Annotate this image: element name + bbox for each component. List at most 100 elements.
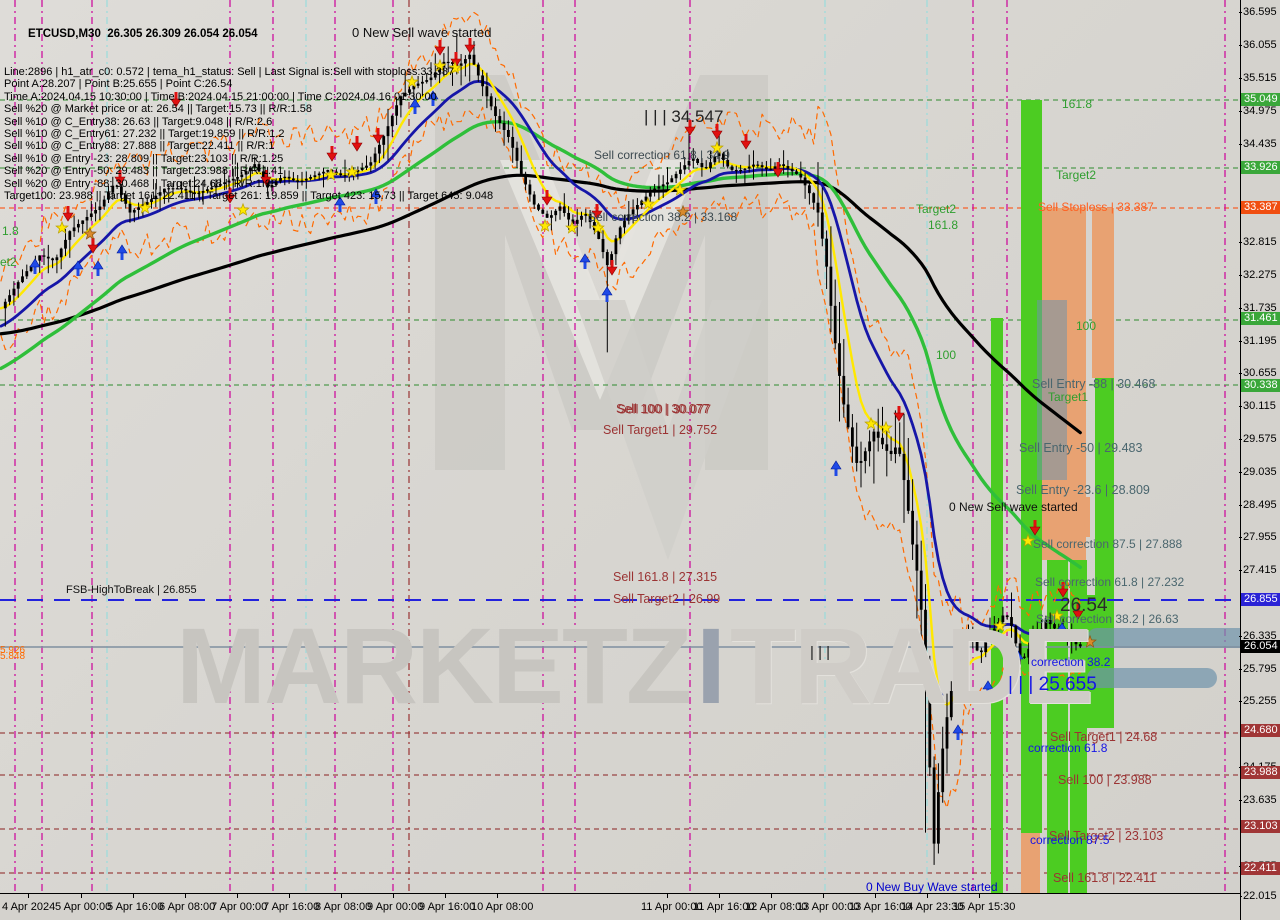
price-badge-23.988: 23.988 <box>1241 766 1280 779</box>
chart-canvas[interactable] <box>0 0 1240 893</box>
annotation-correction-61-8: correction 61.8 <box>1028 741 1108 755</box>
annotation-sell-correction-38-2-33-168: Sell correction 38.2 | 33.168 <box>588 210 738 224</box>
annotation-0-new-sell-wave-started: 0 New Sell wave started <box>949 500 1078 514</box>
annotation-correction-87-5: correction 87.5 <box>1030 833 1110 847</box>
annotation-: | | | <box>810 644 831 661</box>
annotation-target1: Target1 <box>1048 390 1089 404</box>
time-tick-mark <box>341 894 342 898</box>
price-chart[interactable]: MARKETZITRADE 0 New Sell wave started | |… <box>0 0 1240 893</box>
time-tick: 5 Apr 00:00 <box>55 901 112 913</box>
info-line-10: Sell %20 @ Entry -88: 30.468 || Target:2… <box>4 177 278 190</box>
info-line-4: Sell %20 @ Market price or at: 26.54 || … <box>4 103 312 116</box>
annotation-sell-entry-23-6-28-809: Sell Entry -23.6 | 28.809 <box>1016 483 1150 497</box>
annotation-sell-target1-29-752: Sell Target1 | 29.752 <box>603 423 718 437</box>
time-tick: 7 Apr 16:00 <box>263 901 320 913</box>
indicator-info-panel: ETCUSD,M30 26.305 26.309 26.054 26.054 L… <box>4 3 493 203</box>
time-tick: 12 Apr 08:00 <box>745 901 808 913</box>
annotation-sell-target2-26-99: Sell Target2 | 26.99 <box>613 592 721 606</box>
time-tick: 11 Apr 16:00 <box>693 901 755 913</box>
time-tick-mark <box>133 894 134 898</box>
price-tick-31.195: 31.195 <box>1239 335 1277 347</box>
price-tick-34.435: 34.435 <box>1239 138 1277 150</box>
time-tick: 13 Apr 00:00 <box>797 901 860 913</box>
annotation-sell-entry-88-30-468: Sell Entry -88 | 30.468 <box>1032 377 1156 391</box>
annotation-correction-38-2: correction 38.2 <box>1031 655 1111 669</box>
price-tick-32.815: 32.815 <box>1239 236 1277 248</box>
time-tick-mark <box>823 894 824 898</box>
info-line-11: Target100: 23.988 || Target 161: 22.411 … <box>4 190 494 203</box>
time-tick: 11 Apr 00:00 <box>641 901 703 913</box>
price-badge-31.461: 31.461 <box>1241 312 1280 325</box>
price-badge-22.411: 22.411 <box>1241 862 1280 875</box>
time-tick-mark <box>28 894 29 898</box>
annotation-100: 100 <box>1076 319 1097 333</box>
price-tick-30.115: 30.115 <box>1239 400 1276 412</box>
annotation-sell-target1-24-68: Sell Target1 | 24.68 <box>1050 730 1158 744</box>
price-badge-35.049: 35.049 <box>1241 93 1280 106</box>
annotation-sell-161-8-22-411: Sell 161.8 | 22.411 <box>1053 871 1157 885</box>
annotation-sell-target2-23-103: Sell Target2 | 23.103 <box>1049 829 1164 843</box>
time-tick-mark <box>771 894 772 898</box>
annotation-100: 100 <box>936 348 957 362</box>
info-line-9: Sell %20 @ Entry -50: 29.483 || Target:2… <box>4 165 284 178</box>
annotation-1-8: 1.8 <box>2 224 19 238</box>
annotation-sell-correction-61-8-34-9: Sell correction 61.8 | 34.9 <box>594 148 730 162</box>
annotation-sell-correction-38-2-26-63: Sell correction 38.2 | 26.63 <box>1036 612 1179 626</box>
annotation-0-new-buy-wave-started: 0 New Buy Wave started <box>866 880 998 893</box>
price-tick-35.515: 35.515 <box>1239 72 1277 84</box>
annotation-25-655: | | | 25.655 <box>1008 674 1097 695</box>
price-tick-34.975: 34.975 <box>1239 105 1277 117</box>
price-badge-30.338: 30.338 <box>1241 379 1280 392</box>
info-line-3: Time A:2024.04.15 10:30:00 | Time B:2024… <box>4 90 437 103</box>
price-axis[interactable]: 36.595 36.055 35.515 34.975 34.435 32.815 32.2… <box>1239 0 1280 920</box>
time-tick-mark <box>667 894 668 898</box>
time-tick: 14 Apr 23:30 <box>901 901 964 913</box>
price-tick-26.335: 26.335 <box>1239 630 1277 642</box>
annotation-5-848: 5.848 <box>0 651 26 662</box>
price-tick-30.655: 30.655 <box>1239 367 1277 379</box>
annotation-sell-100-30-077: Sell 100 | 30.077 <box>616 402 710 416</box>
time-tick: 5 Apr 16:00 <box>107 901 164 913</box>
time-tick: 13 Apr 16:00 <box>849 901 912 913</box>
watermark-text: MARKETZITRADE <box>176 605 1094 726</box>
time-tick-mark <box>719 894 720 898</box>
info-line-1: Line:2896 | h1_atr_c0: 0.572 | tema_h1_s… <box>4 66 455 79</box>
time-tick-mark <box>979 894 980 898</box>
price-tick-23.635: 23.635 <box>1239 794 1277 806</box>
symbol-title: ETCUSD,M30 26.305 26.309 26.054 26.054 <box>28 27 258 40</box>
time-tick-mark <box>185 894 186 898</box>
time-tick-mark <box>237 894 238 898</box>
annotation-sell-stoploss-33-387: Sell Stoploss | 33.387 <box>1038 200 1154 214</box>
price-badge-23.103: 23.103 <box>1241 820 1280 833</box>
annotation-target2: Target2 <box>1056 168 1097 182</box>
price-badge-24.680: 24.680 <box>1241 724 1280 737</box>
annotation-0-new-sell-wave-started: 0 New Sell wave started <box>352 25 492 40</box>
time-tick-mark <box>927 894 928 898</box>
info-line-5: Sell %10 @ C_Entry38: 26.63 || Target:9.… <box>4 115 273 128</box>
annotation-sell-correction-61-8-27-232: Sell correction 61.8 | 27.232 <box>1035 575 1185 589</box>
annotation-sell-correction-87-5-27-888: Sell correction 87.5 | 27.888 <box>1033 537 1183 551</box>
time-tick-mark <box>393 894 394 898</box>
info-line-8: Sell %10 @ Entry -23: 28.809 || Target:2… <box>4 152 284 165</box>
time-axis[interactable]: 4 Apr 2024 5 Apr 00:00 5 Apr 16:00 6 Apr 08… <box>0 893 1240 920</box>
price-tick-25.255: 25.255 <box>1239 695 1277 707</box>
price-tick-27.955: 27.955 <box>1239 531 1277 543</box>
price-tick-25.795: 25.795 <box>1239 663 1277 675</box>
time-tick-mark <box>289 894 290 898</box>
annotation-fsb-hightobreak-26-855: FSB-HighToBreak | 26.855 <box>66 584 197 596</box>
info-line-7: Sell %10 @ C_Entry88: 27.888 || Target:2… <box>4 140 275 153</box>
annotation-161-8: 161.8 <box>928 218 959 232</box>
time-tick-mark <box>445 894 446 898</box>
price-tick-28.495: 28.495 <box>1239 499 1277 511</box>
time-tick-mark <box>81 894 82 898</box>
price-tick-36.055: 36.055 <box>1239 39 1277 51</box>
annotation-34-547: | | | 34.547 <box>644 107 724 126</box>
annotation-26-54: 26.54 <box>1060 595 1108 616</box>
price-badge-26.855: 26.855 <box>1241 593 1280 606</box>
time-tick: 9 Apr 00:00 <box>367 901 424 913</box>
price-badge-26.054: 26.054 <box>1241 640 1280 653</box>
info-line-6: Sell %10 @ C_Entry61: 27.232 || Target:1… <box>4 128 285 141</box>
time-tick: 6 Apr 08:00 <box>159 901 216 913</box>
annotation-sell-100-23-988: Sell 100 | 23.988 <box>1058 773 1152 787</box>
